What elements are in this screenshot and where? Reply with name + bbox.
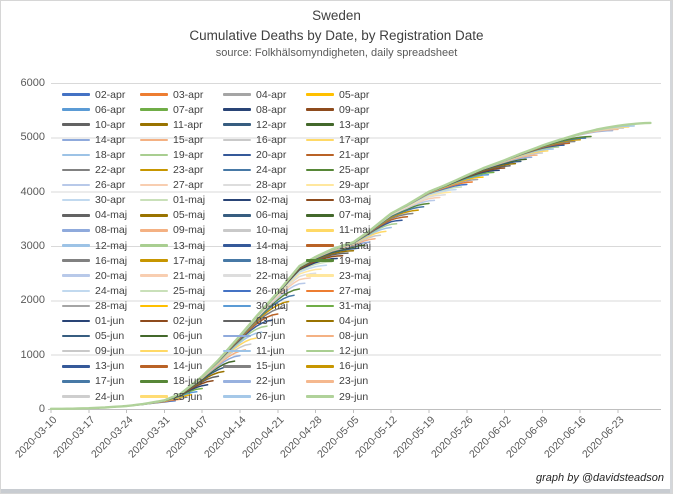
series-line [50, 142, 571, 410]
series-line [50, 331, 263, 410]
window-bottom-edge [1, 489, 672, 493]
series-line [50, 319, 274, 410]
series-line [50, 137, 587, 410]
series-line [50, 307, 284, 410]
series-line [50, 176, 484, 410]
series-line [50, 144, 565, 410]
series-line [50, 139, 581, 410]
series-line [50, 125, 635, 410]
series-line [50, 354, 241, 410]
series-line [50, 337, 257, 410]
series-line [50, 169, 500, 410]
series-line [50, 365, 230, 410]
window-right-edge [670, 1, 672, 493]
series-line [50, 343, 252, 410]
series-line [50, 171, 495, 410]
series-line [50, 127, 625, 410]
series-line [50, 126, 630, 410]
chart-subtitle: Cumulative Deaths by Date, by Registrati… [189, 28, 484, 43]
series-line [50, 241, 371, 410]
series-line [50, 181, 473, 410]
series-line [49, 121, 652, 410]
chart-source-note: source: Folkhälsomyndigheten, daily spre… [215, 47, 458, 59]
series-line [50, 313, 279, 410]
series-line [50, 178, 479, 410]
series-line [50, 282, 306, 410]
series-line [50, 325, 268, 410]
series-line [50, 135, 592, 410]
series-line [50, 349, 247, 410]
series-line [50, 173, 490, 410]
series-line [50, 288, 301, 410]
credit-footer: graph by @davidsteadson [536, 472, 664, 484]
series-line [50, 167, 506, 410]
series-line [50, 128, 619, 410]
series-line [50, 154, 538, 410]
series-line [50, 194, 446, 410]
chart-title: Sweden [312, 8, 361, 23]
series-line [50, 237, 376, 410]
series-line [50, 226, 392, 410]
series-line [50, 294, 295, 410]
series-line [50, 140, 576, 410]
series-line [50, 370, 225, 410]
series-line [50, 183, 468, 410]
series-line [50, 129, 614, 410]
series-line [50, 188, 457, 410]
series-line [50, 277, 311, 410]
